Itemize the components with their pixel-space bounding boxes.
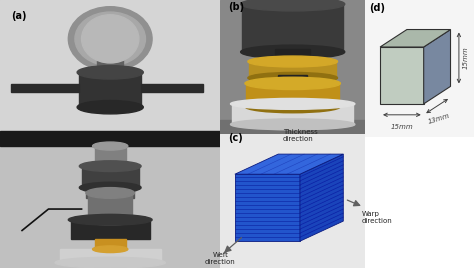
Ellipse shape: [245, 77, 340, 90]
Bar: [95, 146, 126, 166]
Ellipse shape: [79, 161, 141, 172]
Bar: [71, 220, 150, 239]
Ellipse shape: [55, 257, 165, 268]
Bar: [97, 54, 123, 75]
Text: (b): (b): [228, 2, 244, 12]
Bar: [220, 120, 365, 137]
Polygon shape: [424, 29, 450, 104]
Bar: [86, 188, 135, 198]
Ellipse shape: [241, 45, 345, 59]
Polygon shape: [235, 154, 343, 174]
Bar: [246, 83, 339, 107]
Bar: [11, 84, 79, 92]
Bar: [0, 0, 220, 142]
Text: Warp
direction: Warp direction: [362, 211, 393, 224]
Ellipse shape: [248, 72, 337, 83]
Text: 13mm: 13mm: [427, 113, 450, 125]
Text: (a): (a): [11, 11, 27, 21]
Bar: [60, 249, 161, 263]
Ellipse shape: [68, 7, 152, 71]
Ellipse shape: [245, 100, 340, 113]
Polygon shape: [380, 29, 450, 47]
Bar: [95, 239, 126, 249]
Text: Thickness
direction: Thickness direction: [283, 129, 317, 142]
Bar: [88, 193, 132, 220]
Ellipse shape: [75, 12, 146, 66]
Ellipse shape: [82, 15, 139, 63]
Ellipse shape: [86, 188, 135, 198]
Bar: [275, 49, 310, 68]
Bar: [141, 84, 203, 92]
Bar: [79, 72, 141, 107]
Polygon shape: [235, 174, 300, 241]
Ellipse shape: [77, 66, 143, 79]
Ellipse shape: [77, 100, 143, 114]
Bar: [249, 62, 336, 78]
Ellipse shape: [79, 182, 141, 193]
Bar: [0, 142, 220, 268]
Bar: [82, 166, 139, 188]
Text: 15mm: 15mm: [462, 47, 468, 69]
Polygon shape: [300, 154, 343, 241]
Ellipse shape: [241, 0, 345, 11]
Ellipse shape: [230, 98, 355, 109]
Bar: [0, 131, 220, 146]
Bar: [278, 75, 307, 86]
Bar: [242, 4, 343, 52]
Ellipse shape: [86, 214, 135, 225]
Ellipse shape: [92, 246, 128, 252]
Text: (d): (d): [369, 3, 385, 13]
Text: Weft
direction: Weft direction: [205, 252, 236, 265]
Polygon shape: [380, 47, 424, 104]
Ellipse shape: [248, 56, 337, 67]
Bar: [232, 104, 354, 124]
Text: 15mm: 15mm: [391, 124, 413, 129]
Text: (c): (c): [228, 133, 242, 143]
Ellipse shape: [92, 142, 128, 150]
Ellipse shape: [230, 119, 355, 130]
Ellipse shape: [68, 214, 152, 225]
